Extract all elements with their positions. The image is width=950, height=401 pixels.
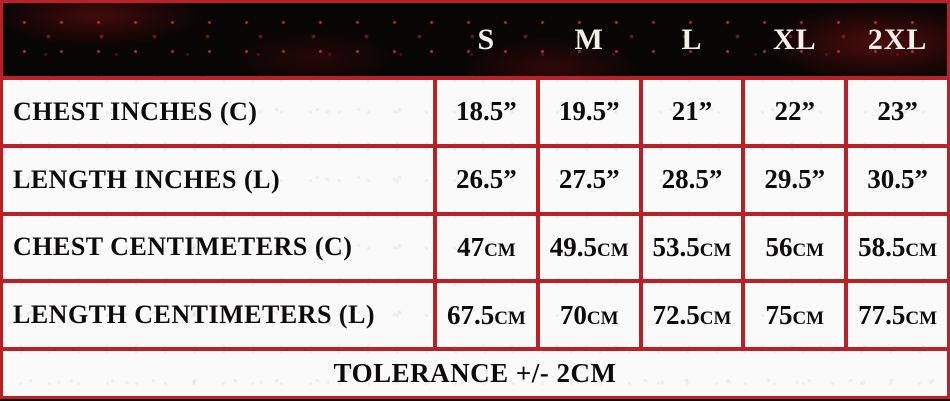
value-cell: 70cm [539,283,639,347]
row-label: CHEST CENTIMETERS (C) [3,215,433,280]
value-cell: 30.5” [848,147,947,212]
row-label: LENGTH INCHES (L) [3,147,433,212]
value-cell: 23” [848,80,947,144]
size-header-s: S [477,22,496,56]
value-cell: 26.5” [437,147,536,212]
value-cell: 28.5” [642,147,742,212]
row-length-centimeters: LENGTH CENTIMETERS (L) 67.5cm 70cm 72.5c… [3,283,947,347]
size-header-m: M [574,22,604,56]
size-header-2xl: 2XL [867,22,928,56]
size-header-l: L [681,22,703,56]
row-chest-inches: CHEST INCHES (C) 18.5” 19.5” 21” 22” 23” [3,80,947,144]
value-cell: 18.5” [437,80,536,144]
header-spacer [3,3,433,76]
value-cell: 22” [745,80,845,144]
value-cell: 21” [642,80,742,144]
size-header-xl: XL [772,22,817,56]
row-label: CHEST INCHES (C) [3,80,433,144]
size-header-row: S M L XL 2XL [3,3,947,76]
value-cell: 27.5” [539,147,639,212]
value-cell: 58.5cm [848,215,947,280]
value-cell: 19.5” [539,80,639,144]
row-length-inches: LENGTH INCHES (L) 26.5” 27.5” 28.5” 29.5… [3,147,947,212]
value-cell: 75cm [745,283,845,347]
tolerance-note: TOLERANCE +/- 2CM [3,351,947,396]
row-chest-centimeters: CHEST CENTIMETERS (C) 47cm 49.5cm 53.5cm… [3,215,947,280]
value-cell: 77.5cm [848,283,947,347]
value-cell: 72.5cm [642,283,742,347]
tolerance-row: TOLERANCE +/- 2CM [3,351,947,396]
value-cell: 67.5cm [437,283,536,347]
value-cell: 53.5cm [642,215,742,280]
row-label: LENGTH CENTIMETERS (L) [3,283,433,347]
value-cell: 56cm [745,215,845,280]
value-cell: 49.5cm [539,215,639,280]
value-cell: 29.5” [745,147,845,212]
value-cell: 47cm [437,215,536,280]
